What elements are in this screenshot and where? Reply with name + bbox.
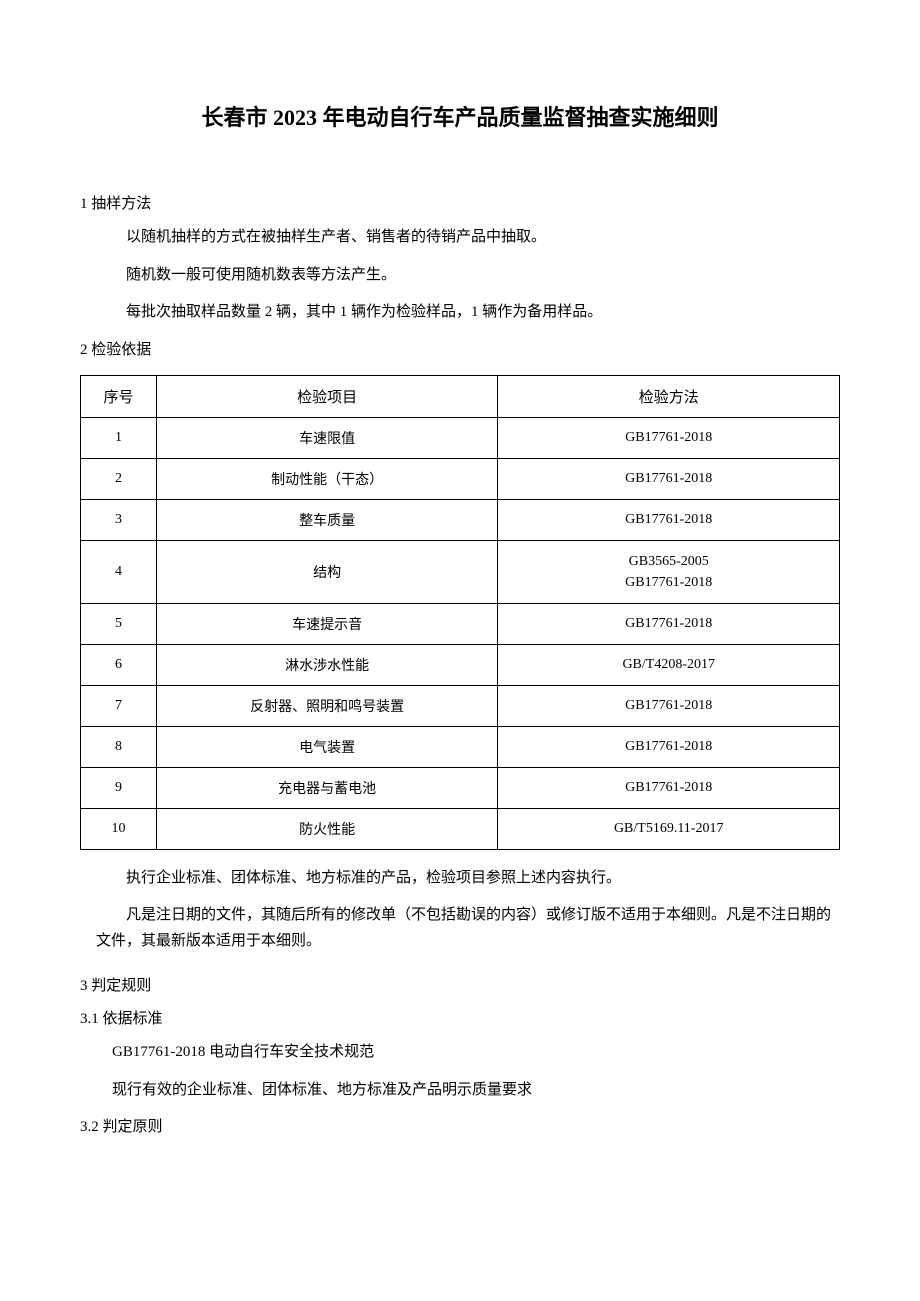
- table-row: 3 整车质量 GB17761-2018: [81, 499, 840, 540]
- cell-item: 充电器与蓄电池: [156, 767, 498, 808]
- cell-item: 反射器、照明和鸣号装置: [156, 685, 498, 726]
- cell-seq: 4: [81, 540, 157, 603]
- cell-item: 淋水涉水性能: [156, 644, 498, 685]
- cell-seq: 5: [81, 603, 157, 644]
- cell-seq: 3: [81, 499, 157, 540]
- cell-item: 防火性能: [156, 808, 498, 849]
- cell-item: 车速限值: [156, 417, 498, 458]
- table-row: 8 电气装置 GB17761-2018: [81, 726, 840, 767]
- cell-method: GB17761-2018: [498, 417, 840, 458]
- cell-method: GB3565-2005GB17761-2018: [498, 540, 840, 603]
- table-row: 1 车速限值 GB17761-2018: [81, 417, 840, 458]
- header-method: 检验方法: [498, 375, 840, 417]
- cell-method: GB/T4208-2017: [498, 644, 840, 685]
- section-3-heading: 3 判定规则: [80, 974, 840, 995]
- cell-seq: 6: [81, 644, 157, 685]
- section-3: 3 判定规则 3.1 依据标准 GB17761-2018 电动自行车安全技术规范…: [80, 974, 840, 1136]
- cell-item: 车速提示音: [156, 603, 498, 644]
- section-3-1-heading: 3.1 依据标准: [80, 1007, 840, 1028]
- table-row: 9 充电器与蓄电池 GB17761-2018: [81, 767, 840, 808]
- inspection-table: 序号 检验项目 检验方法 1 车速限值 GB17761-2018 2 制动性能（…: [80, 375, 840, 850]
- cell-item: 制动性能（干态）: [156, 458, 498, 499]
- cell-method: GB17761-2018: [498, 685, 840, 726]
- header-seq: 序号: [81, 375, 157, 417]
- table-row: 2 制动性能（干态） GB17761-2018: [81, 458, 840, 499]
- section-3-2-heading: 3.2 判定原则: [80, 1115, 840, 1136]
- cell-method: GB17761-2018: [498, 499, 840, 540]
- cell-seq: 10: [81, 808, 157, 849]
- section-2-paragraph-1: 执行企业标准、团体标准、地方标准的产品，检验项目参照上述内容执行。: [80, 866, 840, 892]
- cell-method: GB17761-2018: [498, 603, 840, 644]
- cell-seq: 7: [81, 685, 157, 726]
- table-row: 7 反射器、照明和鸣号装置 GB17761-2018: [81, 685, 840, 726]
- section-1-paragraph-2: 随机数一般可使用随机数表等方法产生。: [80, 263, 840, 289]
- section-2-paragraph-2: 凡是注日期的文件，其随后所有的修改单（不包括勘误的内容）或修订版不适用于本细则。…: [80, 903, 840, 954]
- section-2: 2 检验依据 序号 检验项目 检验方法 1 车速限值 GB17761-2018 …: [80, 338, 840, 955]
- table-row: 6 淋水涉水性能 GB/T4208-2017: [81, 644, 840, 685]
- header-item: 检验项目: [156, 375, 498, 417]
- section-3-1-paragraph-2: 现行有效的企业标准、团体标准、地方标准及产品明示质量要求: [80, 1078, 840, 1104]
- cell-method: GB17761-2018: [498, 458, 840, 499]
- cell-item: 电气装置: [156, 726, 498, 767]
- table-row: 5 车速提示音 GB17761-2018: [81, 603, 840, 644]
- section-1: 1 抽样方法 以随机抽样的方式在被抽样生产者、销售者的待销产品中抽取。 随机数一…: [80, 192, 840, 326]
- section-3-1-paragraph-1: GB17761-2018 电动自行车安全技术规范: [80, 1040, 840, 1066]
- cell-seq: 1: [81, 417, 157, 458]
- cell-seq: 8: [81, 726, 157, 767]
- cell-method: GB/T5169.11-2017: [498, 808, 840, 849]
- table-row: 10 防火性能 GB/T5169.11-2017: [81, 808, 840, 849]
- cell-seq: 2: [81, 458, 157, 499]
- section-1-heading: 1 抽样方法: [80, 192, 840, 213]
- cell-item: 整车质量: [156, 499, 498, 540]
- cell-seq: 9: [81, 767, 157, 808]
- section-1-paragraph-3: 每批次抽取样品数量 2 辆，其中 1 辆作为检验样品，1 辆作为备用样品。: [80, 300, 840, 326]
- section-1-paragraph-1: 以随机抽样的方式在被抽样生产者、销售者的待销产品中抽取。: [80, 225, 840, 251]
- cell-method: GB17761-2018: [498, 726, 840, 767]
- cell-method: GB17761-2018: [498, 767, 840, 808]
- table-row: 4 结构 GB3565-2005GB17761-2018: [81, 540, 840, 603]
- table-body: 1 车速限值 GB17761-2018 2 制动性能（干态） GB17761-2…: [81, 417, 840, 849]
- table-header-row: 序号 检验项目 检验方法: [81, 375, 840, 417]
- document-title: 长春市 2023 年电动自行车产品质量监督抽查实施细则: [80, 100, 840, 132]
- cell-item: 结构: [156, 540, 498, 603]
- section-2-heading: 2 检验依据: [80, 338, 840, 359]
